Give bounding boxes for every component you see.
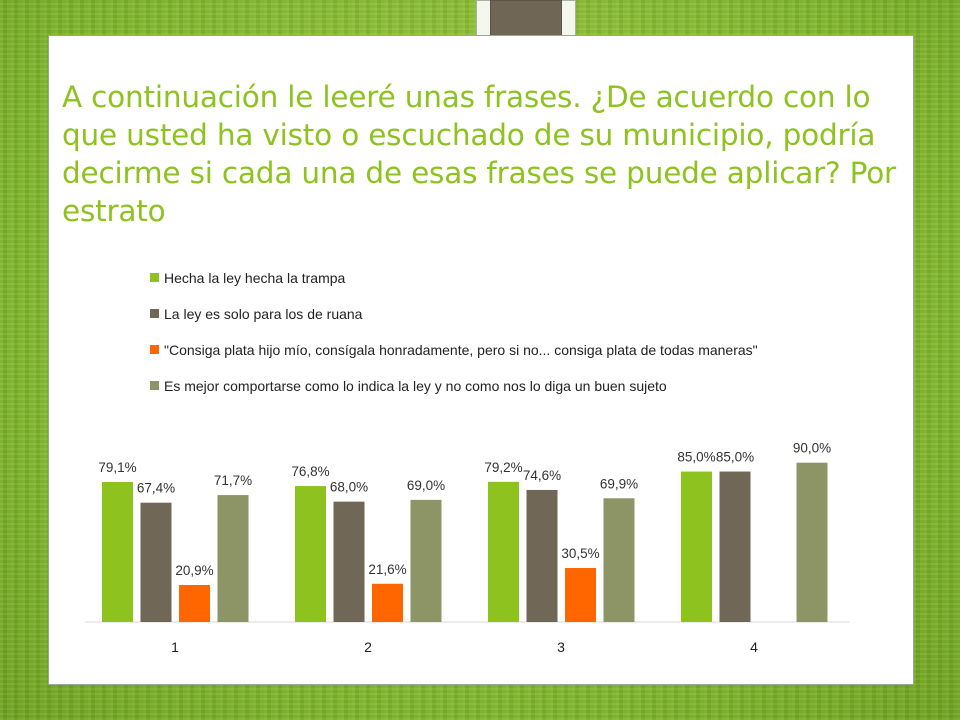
bar-1-series-1: [102, 481, 133, 622]
slide-title: A continuación le leeré unas frases. ¿De…: [62, 80, 896, 228]
bar-3-series-4: [603, 498, 635, 622]
data-label: 76,8%: [291, 464, 329, 479]
legend-label: Hecha la ley hecha la trampa: [164, 270, 346, 286]
bar-3-series-3: [565, 568, 596, 622]
data-label: 90,0%: [793, 441, 831, 456]
x-tick-label: 2: [364, 639, 372, 655]
data-label: 68,0%: [330, 480, 368, 495]
legend-label: Es mejor comportarse como lo indica la l…: [164, 378, 667, 394]
legend-item-4: Es mejor comportarse como lo indica la l…: [150, 376, 804, 396]
bar-4-series-4: [796, 462, 828, 622]
data-label: 69,9%: [600, 476, 638, 491]
data-label: 20,9%: [175, 563, 213, 578]
bar-1-series-3: [179, 585, 210, 622]
data-label: 74,6%: [523, 468, 561, 483]
legend-item-1: Hecha la ley hecha la trampa: [150, 268, 804, 288]
x-tick-label: 4: [750, 639, 758, 655]
bar-1-series-4: [217, 495, 249, 622]
bar-2-series-3: [372, 583, 403, 622]
legend-swatch: [150, 309, 159, 318]
data-label: 85,0%: [716, 450, 754, 465]
legend-item-2: La ley es solo para los de ruana: [150, 304, 804, 324]
legend-swatch: [150, 273, 159, 282]
legend-label: La ley es solo para los de ruana: [164, 306, 363, 322]
bar-3-series-1: [488, 481, 519, 622]
data-label: 79,1%: [98, 460, 136, 475]
legend-swatch: [150, 381, 159, 390]
legend-swatch: [150, 345, 159, 354]
x-tick-label: 1: [171, 639, 179, 655]
bar-1-series-2: [140, 502, 172, 622]
data-label: 79,2%: [484, 460, 522, 475]
bar-2-series-2: [333, 501, 365, 622]
bar-2-series-4: [410, 499, 442, 622]
data-label: 69,0%: [407, 478, 445, 493]
data-label: 67,4%: [137, 481, 175, 496]
data-label: 71,7%: [214, 473, 252, 488]
data-label: 30,5%: [561, 546, 599, 561]
data-label: 21,6%: [368, 562, 406, 577]
bar-4-series-2: [719, 471, 751, 622]
x-tick-label: 3: [557, 639, 565, 655]
bar-4-series-1: [681, 471, 712, 622]
legend-label: "Consiga plata hijo mío, consígala honra…: [164, 342, 758, 358]
data-label: 85,0%: [677, 450, 715, 465]
bar-2-series-1: [295, 486, 326, 622]
bar-3-series-2: [526, 489, 558, 622]
legend-item-3: "Consiga plata hijo mío, consígala honra…: [150, 340, 804, 360]
slide-panel: [48, 35, 914, 685]
